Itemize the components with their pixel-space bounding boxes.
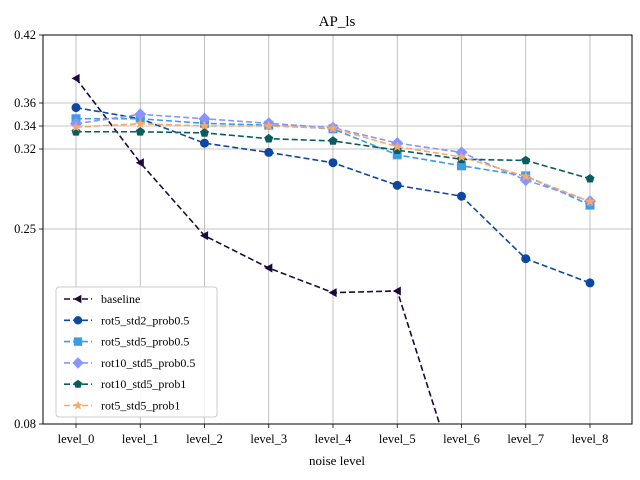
series-baseline: [71, 73, 441, 424]
data-point: [73, 294, 82, 304]
x-tick-label: level_7: [507, 432, 544, 446]
data-point: [521, 254, 531, 264]
legend-item: rot5_std5_prob0.5: [64, 335, 189, 349]
data-point: [73, 337, 83, 346]
legend-box: [55, 286, 218, 418]
data-point: [456, 151, 467, 162]
plot-frame: [42, 34, 633, 425]
data-point: [327, 122, 339, 133]
data-point: [134, 108, 147, 121]
legend-label: rot5_std2_prob0.5: [101, 313, 189, 327]
legend-item: rot10_std5_prob1: [64, 377, 186, 391]
x-tick-label: level_0: [58, 432, 95, 446]
data-point: [585, 278, 595, 288]
data-point: [520, 171, 531, 181]
legend-item: baseline: [64, 292, 140, 306]
legend-item: rot5_std5_prob1: [64, 399, 180, 413]
legend-label: rot10_std5_prob1: [101, 377, 186, 391]
x-axis-label: noise level: [309, 453, 365, 468]
data-point: [135, 118, 146, 129]
data-point: [200, 138, 209, 148]
data-point: [135, 158, 144, 168]
x-tick-label: level_2: [186, 432, 223, 446]
data-point: [73, 379, 83, 388]
legend-label: rot5_std5_prob1: [101, 399, 180, 413]
x-tick-label: level_3: [250, 432, 287, 446]
legend-item: rot10_std5_prob0.5: [64, 356, 195, 370]
data-point: [73, 316, 83, 325]
y-tick-label: 0.32: [14, 142, 36, 156]
data-point: [585, 173, 595, 183]
legend-label: rot10_std5_prob0.5: [101, 356, 195, 370]
data-point: [392, 180, 402, 190]
data-point: [73, 400, 83, 410]
data-point: [264, 133, 274, 143]
legend: baseline rot5_std2_prob0.5 rot5_std5_prob0…: [55, 286, 218, 418]
data-point: [392, 150, 402, 160]
y-axis-ticks: 0.08 0.25 0.32 0.34 0.36 0.42: [14, 28, 43, 431]
y-tick-label: 0.25: [14, 222, 36, 236]
series-rot5_std5_prob1: [70, 118, 596, 206]
data-point: [264, 147, 274, 157]
y-tick-label: 0.36: [14, 96, 36, 110]
data-point: [328, 288, 337, 298]
data-point: [71, 73, 80, 83]
data-point: [199, 120, 210, 131]
data-point: [70, 121, 82, 132]
data-point: [584, 196, 596, 206]
y-tick-label: 0.34: [14, 119, 37, 133]
data-point: [200, 231, 209, 241]
x-tick-label: level_4: [315, 432, 353, 446]
data-point: [198, 112, 211, 125]
series-line: [75, 113, 591, 202]
data-point: [72, 357, 84, 369]
x-axis-ticks: level_0 level_1 level_2 level_3 level_4 level…: [58, 424, 609, 446]
data-point: [392, 141, 403, 152]
chart-title: AP_ls: [319, 14, 356, 30]
data-point: [392, 286, 401, 296]
data-point: [71, 103, 81, 113]
data-point: [328, 136, 338, 145]
data-point: [457, 161, 466, 171]
data-point: [264, 263, 273, 273]
data-point: [263, 120, 274, 131]
data-point: [328, 158, 338, 168]
legend-item: rot5_std2_prob0.5: [64, 313, 189, 327]
data-point: [457, 191, 466, 201]
series-layer: [69, 73, 597, 424]
x-tick-label: level_6: [443, 432, 480, 446]
x-tick-label: level_8: [572, 432, 609, 446]
data-point: [521, 155, 531, 165]
legend-label: rot5_std5_prob0.5: [101, 335, 189, 349]
legend-label: baseline: [101, 292, 140, 306]
data-point: [200, 128, 209, 137]
x-tick-label: level_1: [122, 432, 159, 446]
data-point: [135, 127, 145, 136]
x-tick-label: level_5: [379, 432, 416, 446]
y-tick-label: 0.42: [14, 28, 36, 42]
y-tick-label: 0.08: [14, 417, 36, 431]
